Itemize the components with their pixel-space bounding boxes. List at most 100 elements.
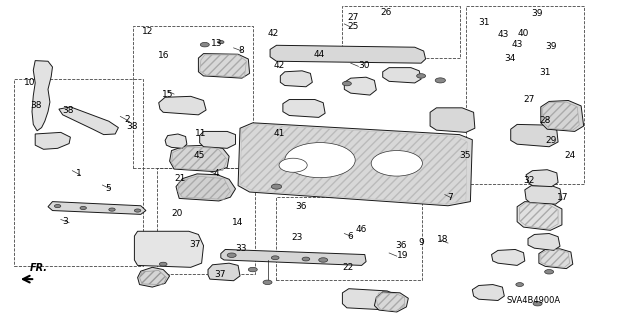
Polygon shape <box>528 234 560 250</box>
Polygon shape <box>200 131 236 148</box>
Polygon shape <box>48 202 146 214</box>
Polygon shape <box>35 132 70 149</box>
Text: 36: 36 <box>396 241 407 250</box>
Bar <box>133 26 253 168</box>
Text: 6: 6 <box>347 232 353 241</box>
Text: 11: 11 <box>195 130 207 138</box>
Circle shape <box>248 267 257 272</box>
Bar <box>466 6 584 184</box>
Text: 14: 14 <box>232 218 243 227</box>
Polygon shape <box>492 249 525 265</box>
Text: 41: 41 <box>274 129 285 138</box>
Text: 24: 24 <box>564 151 576 160</box>
Text: 31: 31 <box>539 68 550 77</box>
Circle shape <box>109 208 115 211</box>
Text: 37: 37 <box>214 271 226 279</box>
Text: 29: 29 <box>545 136 557 145</box>
Text: 17: 17 <box>557 193 568 202</box>
Circle shape <box>227 253 236 257</box>
Text: FR.: FR. <box>29 263 47 273</box>
Polygon shape <box>238 123 472 206</box>
Text: 39: 39 <box>545 42 557 51</box>
Text: 22: 22 <box>342 263 354 272</box>
Text: 1: 1 <box>76 169 81 178</box>
Polygon shape <box>511 124 558 147</box>
Text: 18: 18 <box>437 235 449 244</box>
Bar <box>342 6 460 58</box>
Text: 43: 43 <box>498 30 509 39</box>
Polygon shape <box>176 174 236 201</box>
Text: 27: 27 <box>348 13 359 22</box>
Polygon shape <box>198 54 250 78</box>
Text: 34: 34 <box>504 54 516 63</box>
Text: 7: 7 <box>447 193 452 202</box>
Polygon shape <box>344 77 376 95</box>
Circle shape <box>302 257 310 261</box>
Polygon shape <box>283 100 325 117</box>
Text: 19: 19 <box>397 251 408 260</box>
Text: 46: 46 <box>355 225 367 234</box>
Text: 21: 21 <box>174 174 186 183</box>
Polygon shape <box>138 267 170 287</box>
Circle shape <box>54 204 61 208</box>
Polygon shape <box>170 145 229 172</box>
Text: 25: 25 <box>348 22 359 31</box>
Text: 13: 13 <box>211 39 223 48</box>
Text: 38: 38 <box>63 106 74 115</box>
Text: 32: 32 <box>524 176 535 185</box>
Text: 36: 36 <box>296 202 307 211</box>
Text: 20: 20 <box>172 209 183 218</box>
Text: 43: 43 <box>512 40 524 49</box>
Circle shape <box>533 301 542 306</box>
Polygon shape <box>374 292 408 312</box>
Circle shape <box>342 81 351 86</box>
Text: 8: 8 <box>238 46 244 55</box>
Polygon shape <box>430 108 475 132</box>
Polygon shape <box>270 45 426 63</box>
Circle shape <box>435 78 445 83</box>
Circle shape <box>218 41 224 44</box>
Polygon shape <box>383 68 421 83</box>
Circle shape <box>271 256 279 260</box>
Text: 40: 40 <box>517 29 529 38</box>
Text: 10: 10 <box>24 78 36 87</box>
Polygon shape <box>525 186 562 204</box>
Polygon shape <box>541 100 584 131</box>
Bar <box>276 197 422 280</box>
Bar <box>157 168 255 274</box>
Text: 28: 28 <box>539 116 550 125</box>
Text: 2: 2 <box>125 115 131 124</box>
Text: SVA4B4900A: SVA4B4900A <box>507 296 561 305</box>
Text: 3: 3 <box>63 217 68 226</box>
Text: 35: 35 <box>460 151 471 160</box>
Polygon shape <box>539 249 573 269</box>
Polygon shape <box>159 96 206 115</box>
Circle shape <box>545 270 554 274</box>
Polygon shape <box>221 249 366 265</box>
Circle shape <box>159 262 167 266</box>
Text: 44: 44 <box>314 50 325 59</box>
Text: 12: 12 <box>142 27 154 36</box>
Text: 31: 31 <box>479 19 490 27</box>
Polygon shape <box>32 61 52 131</box>
Text: 27: 27 <box>524 95 535 104</box>
Text: 42: 42 <box>268 29 279 38</box>
Text: 9: 9 <box>419 238 424 247</box>
Polygon shape <box>59 107 118 135</box>
Circle shape <box>285 143 355 178</box>
Text: 38: 38 <box>127 122 138 130</box>
Text: 37: 37 <box>189 241 200 249</box>
Text: 30: 30 <box>358 61 370 70</box>
Polygon shape <box>208 263 240 281</box>
Circle shape <box>371 151 422 176</box>
Text: 26: 26 <box>381 8 392 17</box>
Text: 5: 5 <box>106 184 111 193</box>
Circle shape <box>271 184 282 189</box>
Polygon shape <box>280 71 312 87</box>
Polygon shape <box>472 285 504 300</box>
Text: 16: 16 <box>158 51 170 60</box>
Polygon shape <box>165 134 187 148</box>
Circle shape <box>279 158 307 172</box>
Text: 33: 33 <box>236 244 247 253</box>
Text: 23: 23 <box>291 233 303 242</box>
